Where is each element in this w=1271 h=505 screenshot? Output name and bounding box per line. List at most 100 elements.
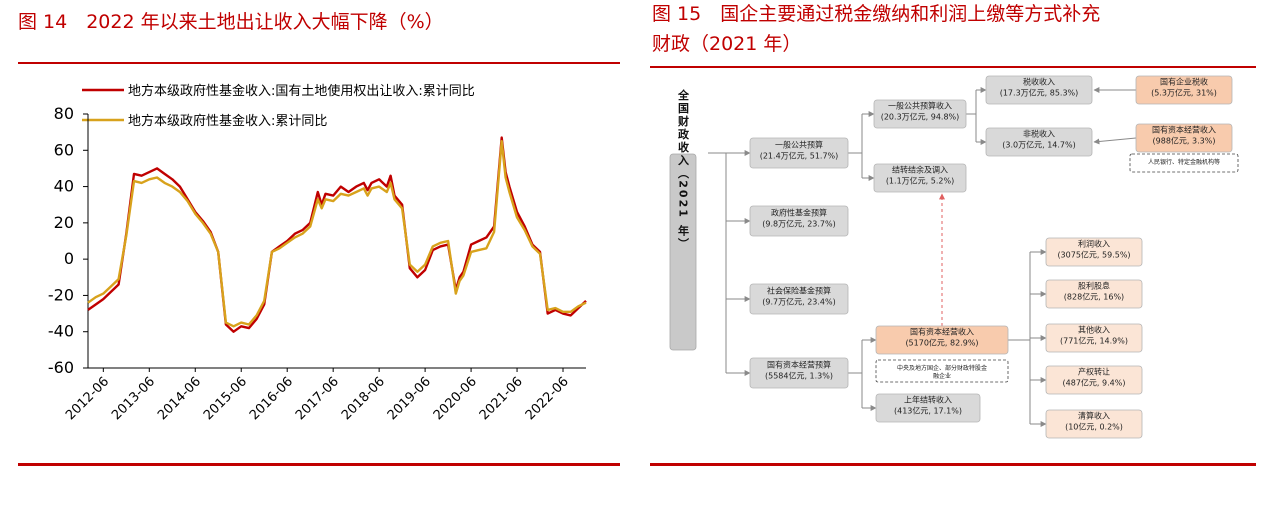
node-text: (828亿元, 16%) — [1064, 292, 1124, 302]
node-text: (17.3万亿元, 85.3%) — [1000, 88, 1079, 98]
figure-15-diagram: 全国财政收入（2021 年） 一般公共预算(21.4万亿元, 51.7%) 政府性基… — [669, 75, 1239, 439]
node-soe_cap: 国有资本经营收入(988亿元, 3.3%) — [1135, 123, 1233, 153]
node-gov_fund: 政府性基金预算(9.8万亿元, 23.7%) — [749, 205, 849, 237]
node-box — [749, 283, 849, 315]
y-axis: 80 60 40 20 0 -20 -40 -60 — [48, 104, 89, 377]
node-soe_tax: 国有企业税收(5.3万亿元, 31%) — [1135, 75, 1233, 105]
figure-15-title-line-2: 财政（2021 年） — [652, 33, 802, 55]
node-box — [749, 137, 849, 169]
node-text: 政府性基金预算 — [771, 208, 827, 218]
diagram-connectors — [708, 87, 1137, 427]
node-text: (487亿元, 9.4%) — [1063, 378, 1126, 388]
root-node-label: 全国财政收入（2021 年） — [677, 88, 691, 251]
node-text: 一般公共预算 — [775, 140, 823, 150]
chart-legend: 地方本级政府性基金收入:国有土地使用权出让收入:累计同比地方本级政府性基金收入:… — [82, 83, 475, 129]
figure-14-title: 图 14 2022 年以来土地出让收入大幅下降（%） — [18, 11, 444, 33]
x-tick-label: 2020-06 — [431, 374, 480, 423]
node-text: (5.3万亿元, 31%) — [1151, 88, 1217, 98]
node-tax: 税收收入(17.3万亿元, 85.3%) — [985, 75, 1093, 105]
x-tick-label: 2013-06 — [109, 374, 158, 423]
node-other: 其他收入(771亿元, 14.9%) — [1045, 323, 1143, 353]
node-text: 一般公共预算收入 — [888, 101, 952, 111]
series-line-2 — [87, 140, 587, 328]
node-profit: 利润收入(3075亿元, 59.5%) — [1045, 237, 1143, 267]
node-text: (5170亿元, 82.9%) — [905, 338, 978, 348]
legend-label-2: 地方本级政府性基金收入:累计同比 — [128, 113, 327, 129]
node-text: 国有企业税收 — [1160, 77, 1208, 87]
node-box — [1045, 323, 1143, 353]
node-text: 利润收入 — [1078, 239, 1110, 249]
node-box — [1135, 75, 1233, 105]
node-text: (413亿元, 17.1%) — [894, 406, 962, 416]
node-text: (9.7万亿元, 23.4%) — [762, 297, 835, 307]
series-line-1 — [87, 136, 587, 333]
node-text: 结转结余及调入 — [892, 165, 948, 175]
figure-14-top-rule — [18, 62, 620, 64]
node-box — [985, 75, 1093, 105]
x-tick-label: 2015-06 — [201, 374, 250, 423]
node-soe_op: 国有资本经营收入(5170亿元, 82.9%) — [875, 325, 1009, 355]
node-text: (20.3万亿元, 94.8%) — [881, 112, 960, 122]
legend-label-1: 地方本级政府性基金收入:国有土地使用权出让收入:累计同比 — [128, 83, 475, 99]
node-nontax: 非税收入(3.0万亿元, 14.7%) — [985, 127, 1093, 157]
node-box — [1045, 409, 1143, 439]
y-tick-label: -40 — [48, 322, 74, 341]
y-tick-label: 60 — [54, 140, 74, 159]
x-axis: 2012-062013-062014-062015-062016-062017-… — [63, 367, 586, 423]
x-tick-label: 2021-06 — [477, 374, 526, 423]
figure-15-top-rule — [650, 66, 1256, 68]
node-prev_carry: 上年结转收入(413亿元, 17.1%) — [875, 393, 981, 423]
node-text: 产权转让 — [1078, 367, 1110, 377]
node-text: 清算收入 — [1078, 411, 1110, 421]
node-text: 社会保险基金预算 — [767, 286, 831, 296]
node-text: (10亿元, 0.2%) — [1065, 422, 1123, 432]
figure-14-panel: 图 14 2022 年以来土地出让收入大幅下降（%） 地方本级政府性基金收入:国… — [18, 11, 620, 466]
note-box — [1129, 153, 1239, 173]
node-gen_budget: 一般公共预算(21.4万亿元, 51.7%) — [749, 137, 849, 169]
note-note_bank: 人民银行、特定金融机构等 — [1129, 153, 1239, 173]
node-text: 税收收入 — [1023, 77, 1055, 87]
node-text: (9.8万亿元, 23.7%) — [762, 219, 835, 229]
node-box — [1045, 237, 1143, 267]
x-tick-label: 2017-06 — [293, 374, 342, 423]
node-text: (3075亿元, 59.5%) — [1057, 250, 1130, 260]
x-tick-label: 2016-06 — [247, 374, 296, 423]
node-soc_ins: 社会保险基金预算(9.7万亿元, 23.4%) — [749, 283, 849, 315]
node-text: 其他收入 — [1078, 325, 1110, 335]
node-text: (1.1万亿元, 5.2%) — [886, 176, 954, 186]
figure-15-title-line-1: 图 15 国企主要通过税金缴纳和利润上缴等方式补充 — [652, 3, 1101, 25]
node-box — [873, 163, 967, 193]
node-text: (3.0万亿元, 14.7%) — [1002, 140, 1075, 150]
y-tick-label: 80 — [54, 104, 74, 123]
x-tick-label: 2022-06 — [523, 374, 572, 423]
node-property: 产权转让(487亿元, 9.4%) — [1045, 365, 1143, 395]
node-text: (5584亿元, 1.3%) — [765, 371, 833, 381]
node-box — [749, 205, 849, 237]
root-node-box — [669, 153, 697, 351]
note-box — [875, 359, 1009, 383]
figure-15-bottom-rule — [650, 463, 1256, 466]
node-text: 非税收入 — [1023, 129, 1055, 139]
x-tick-label: 2014-06 — [155, 374, 204, 423]
node-gen_income: 一般公共预算收入(20.3万亿元, 94.8%) — [873, 99, 967, 129]
figure-14-chart: 地方本级政府性基金收入:国有土地使用权出让收入:累计同比地方本级政府性基金收入:… — [48, 83, 587, 423]
node-soe_budget: 国有资本经营预算(5584亿元, 1.3%) — [749, 357, 849, 389]
connector-arrow — [1093, 137, 1137, 145]
node-text: 股利股息 — [1078, 281, 1110, 291]
y-tick-label: 40 — [54, 177, 74, 196]
node-box — [749, 357, 849, 389]
node-text: 国有资本经营预算 — [767, 360, 831, 370]
node-box — [875, 325, 1009, 355]
node-box — [1135, 123, 1233, 153]
node-box — [1045, 365, 1143, 395]
figure-14-bottom-rule — [18, 463, 620, 466]
note-text: 人民银行、特定金融机构等 — [1148, 158, 1220, 166]
node-text: (21.4万亿元, 51.7%) — [760, 151, 839, 161]
x-tick-label: 2019-06 — [385, 374, 434, 423]
x-tick-label: 2012-06 — [63, 374, 112, 423]
diagram-nodes: 全国财政收入（2021 年） 一般公共预算(21.4万亿元, 51.7%) 政府性基… — [669, 75, 1239, 439]
y-tick-label: -60 — [48, 358, 74, 377]
node-liquidation: 清算收入(10亿元, 0.2%) — [1045, 409, 1143, 439]
node-box — [875, 393, 981, 423]
